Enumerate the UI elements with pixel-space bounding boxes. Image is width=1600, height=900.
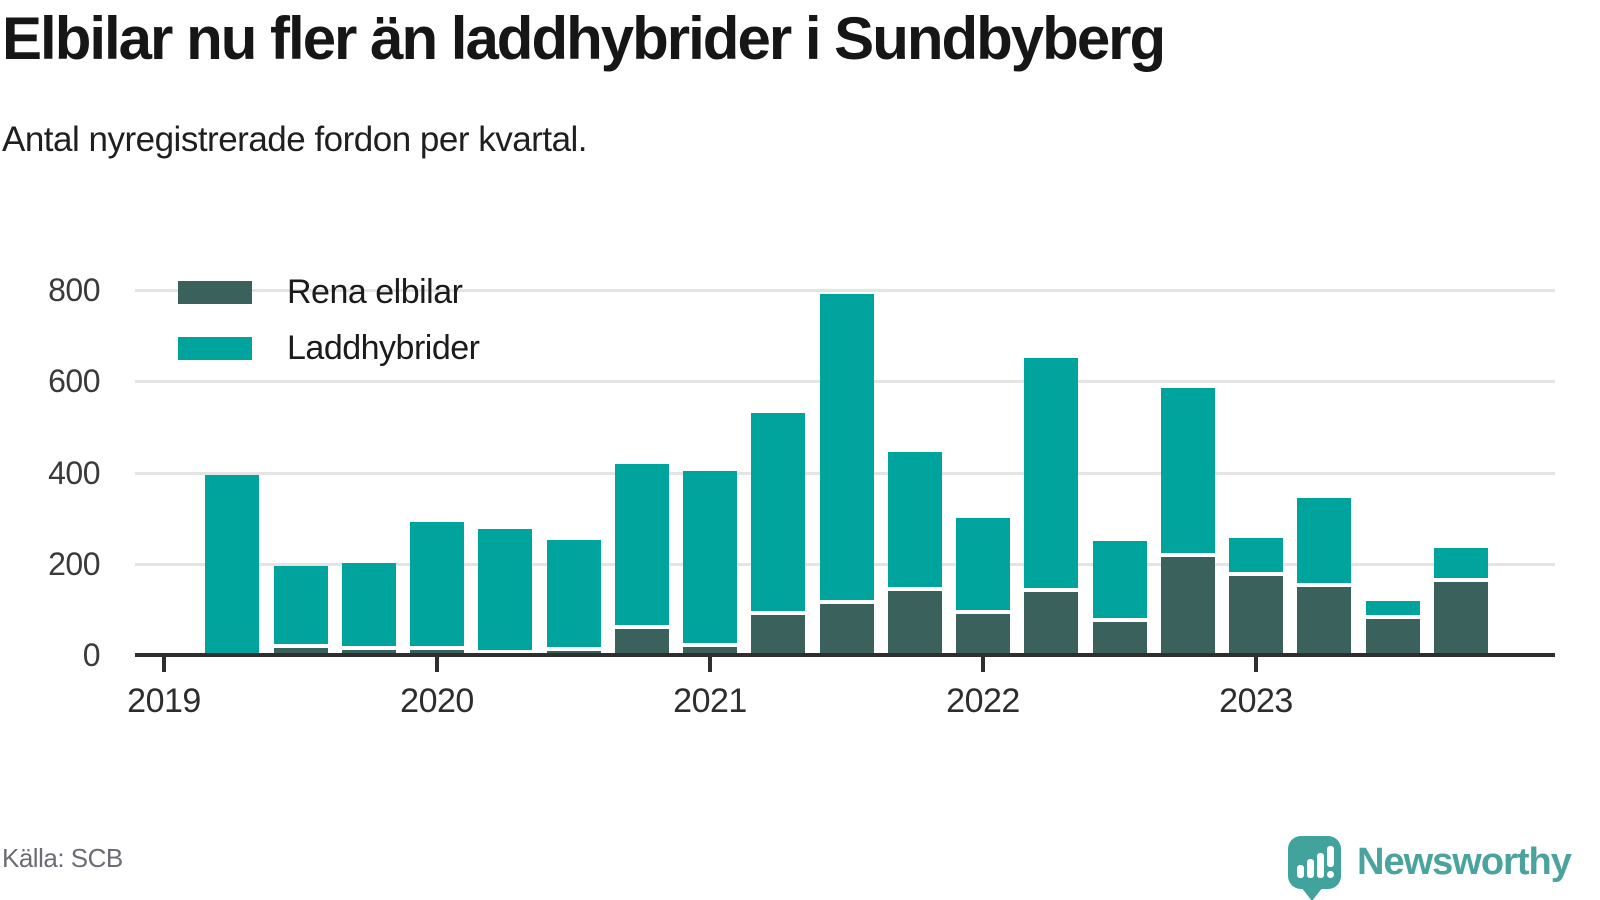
x-axis-tick	[1254, 657, 1258, 672]
bar-segment-laddhybrider	[478, 529, 533, 650]
page-title: Elbilar nu fler än laddhybrider i Sundby…	[2, 5, 1166, 72]
newsworthy-logo-icon	[1288, 836, 1341, 900]
legend-swatch-rena-elbilar	[178, 280, 252, 304]
bar-segment-rena-elbilar	[1297, 586, 1352, 655]
bar-segment-laddhybrider	[1297, 497, 1352, 583]
legend-item-laddhybrider: Laddhybrider	[178, 329, 480, 367]
bar-segment-rena-elbilar	[341, 649, 396, 655]
bar-segment-rena-elbilar	[1433, 582, 1488, 655]
bar-segment-rena-elbilar	[1229, 576, 1283, 655]
bar-segment-laddhybrider	[205, 474, 260, 655]
source-credit: Källa: SCB	[2, 843, 123, 873]
bar-segment-rena-elbilar	[410, 650, 464, 655]
x-axis-label: 2019	[127, 682, 201, 720]
x-axis-label: 2022	[946, 682, 1020, 720]
brand-name: Newsworthy	[1357, 841, 1572, 883]
logo-exclamation-dot	[1327, 871, 1334, 878]
newsworthy-logo: Newsworthy	[1288, 836, 1572, 900]
gridline-y800	[135, 289, 1555, 292]
legend-swatch-laddhybrider	[178, 336, 252, 360]
y-axis-label: 400	[48, 454, 100, 491]
chart-subtitle: Antal nyregistrerade fordon per kvartal.	[2, 120, 588, 159]
bar-segment-rena-elbilar	[614, 628, 669, 655]
y-axis-label: 800	[48, 272, 100, 308]
bar-segment-laddhybrider	[273, 565, 328, 644]
bar-segment-laddhybrider	[1433, 548, 1488, 578]
bar-segment-rena-elbilar	[683, 647, 737, 655]
bar-segment-laddhybrider	[614, 464, 669, 625]
legend-label: Rena elbilar	[287, 272, 463, 311]
x-axis-label: 2023	[1219, 682, 1293, 720]
x-axis-label: 2021	[673, 682, 747, 720]
bar-segment-rena-elbilar	[887, 591, 942, 655]
y-axis-label: 200	[48, 545, 100, 582]
bar-segment-rena-elbilar	[1160, 556, 1215, 655]
bar-segment-rena-elbilar	[273, 647, 328, 655]
bar-segment-laddhybrider	[410, 521, 464, 647]
x-axis-tick	[981, 657, 985, 672]
x-axis-line	[135, 653, 1555, 657]
bar-segment-laddhybrider	[1160, 388, 1215, 553]
x-axis-tick	[708, 657, 712, 672]
bar-segment-laddhybrider	[819, 293, 874, 600]
x-axis-label: 2020	[400, 682, 474, 720]
logo-chart-bar	[1297, 865, 1304, 878]
bar-segment-laddhybrider	[546, 540, 601, 648]
bar-segment-rena-elbilar	[1092, 622, 1147, 655]
bar-segment-laddhybrider	[683, 470, 737, 644]
bar-segment-rena-elbilar	[956, 614, 1010, 655]
bar-segment-rena-elbilar	[1365, 618, 1420, 655]
bar-segment-rena-elbilar	[819, 603, 874, 655]
x-axis-tick	[162, 657, 166, 672]
logo-exclamation-bar	[1327, 846, 1334, 867]
y-axis-label: 0	[82, 637, 101, 673]
legend-label: Laddhybrider	[287, 328, 480, 367]
bar-segment-laddhybrider	[1092, 540, 1147, 619]
bar-segment-rena-elbilar	[1024, 591, 1079, 655]
bar-segment-laddhybrider	[1365, 600, 1420, 615]
bar-segment-laddhybrider	[1229, 538, 1283, 573]
bar-segment-laddhybrider	[341, 563, 396, 646]
chart-legend: Rena elbilar Laddhybrider	[178, 273, 480, 391]
bar-segment-laddhybrider	[887, 451, 942, 588]
logo-chart-bar	[1317, 853, 1324, 878]
bar-segment-laddhybrider	[956, 517, 1010, 611]
logo-chart-bar	[1307, 859, 1314, 878]
bar-segment-laddhybrider	[751, 413, 806, 612]
bar-segment-rena-elbilar	[751, 615, 806, 655]
legend-item-rena-elbilar: Rena elbilar	[178, 273, 479, 311]
speech-bubble-tail	[1301, 887, 1323, 900]
x-axis-tick	[435, 657, 439, 672]
bar-segment-laddhybrider	[1024, 358, 1079, 588]
y-axis-label: 600	[48, 363, 100, 400]
